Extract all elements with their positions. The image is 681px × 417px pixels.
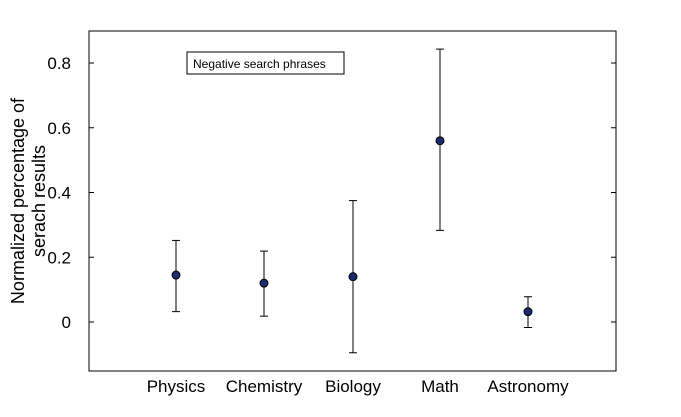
x-category-label: Math: [421, 377, 459, 396]
y-tick-label: 0.6: [47, 119, 71, 138]
y-axis-label-line2: serach results: [29, 145, 49, 257]
legend: Negative search phrases: [186, 51, 345, 75]
data-points: [171, 48, 533, 354]
y-tick-label: 0.8: [47, 54, 71, 73]
y-axis-ticks: 0 0.2 0.4 0.6 0.8: [47, 54, 616, 332]
data-point: [435, 136, 445, 146]
y-tick-label: 0.4: [47, 184, 71, 203]
x-category-label: Astronomy: [487, 377, 569, 396]
x-category-label: Chemistry: [226, 377, 303, 396]
x-axis-labels: Physics Chemistry Biology Math Astronomy: [147, 377, 569, 396]
y-tick-label: 0: [62, 313, 71, 332]
legend-box: [186, 51, 345, 75]
legend-label: Negative search phrases: [193, 57, 326, 71]
x-category-label: Biology: [325, 377, 381, 396]
data-point: [523, 307, 533, 317]
x-category-label: Physics: [147, 377, 206, 396]
y-axis-label-line1: Normalized percentage of: [8, 97, 28, 304]
data-point: [171, 270, 181, 280]
y-tick-label: 0.2: [47, 248, 71, 267]
data-point: [348, 272, 358, 282]
data-point: [259, 278, 269, 288]
